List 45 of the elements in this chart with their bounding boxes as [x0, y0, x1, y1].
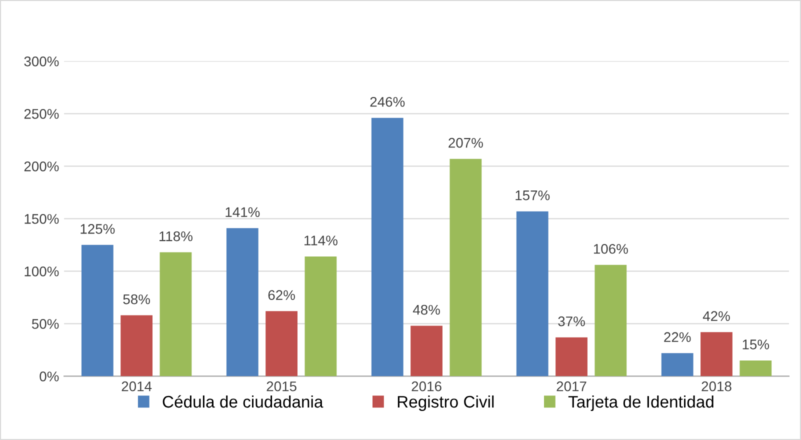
x-tick-label: 2018	[702, 381, 732, 392]
bar	[661, 353, 694, 376]
bar	[160, 252, 192, 376]
bar	[371, 118, 404, 376]
bar	[516, 211, 548, 376]
y-tick-label: 150%	[24, 214, 59, 224]
data-label: 118%	[160, 231, 192, 242]
data-label: 48%	[412, 304, 440, 315]
y-tick-label: 300%	[24, 56, 59, 66]
y-tick-label: 250%	[24, 109, 59, 119]
bar	[556, 337, 588, 376]
data-label: 125%	[80, 224, 115, 234]
bar	[120, 315, 153, 376]
bar	[740, 360, 772, 376]
bar	[266, 311, 298, 376]
y-tick-label: 200%	[24, 162, 59, 172]
bar	[594, 264, 627, 376]
legend-label: Tarjeta de Identidad	[568, 395, 714, 412]
data-label: 207%	[448, 138, 483, 148]
bar	[304, 256, 337, 376]
x-tick-label: 2014	[122, 381, 152, 392]
data-label: 22%	[664, 332, 691, 342]
y-tick-label: 0%	[40, 372, 59, 382]
data-label: 62%	[268, 290, 295, 300]
y-tick-label: 100%	[24, 266, 59, 276]
data-label: 246%	[370, 96, 405, 107]
data-label: 157%	[516, 190, 550, 200]
data-label: 141%	[226, 207, 260, 217]
bar	[700, 332, 732, 376]
bar	[450, 158, 482, 376]
x-tick-label: 2016	[412, 381, 442, 392]
x-tick-label: 2017	[556, 381, 586, 392]
data-label: 58%	[123, 294, 150, 304]
data-label: 106%	[594, 244, 628, 254]
y-tick-label: 50%	[32, 319, 59, 329]
data-label: 42%	[702, 311, 730, 321]
data-label: 37%	[558, 316, 585, 326]
legend-label: Registro Civil	[398, 395, 494, 412]
bar	[410, 326, 442, 376]
bar	[226, 228, 258, 376]
data-label: 15%	[742, 340, 770, 350]
legend-label: Cédula de ciudadania	[162, 395, 324, 408]
data-label: 114%	[304, 236, 338, 246]
x-tick-label: 2015	[266, 381, 296, 392]
bar	[81, 244, 114, 376]
